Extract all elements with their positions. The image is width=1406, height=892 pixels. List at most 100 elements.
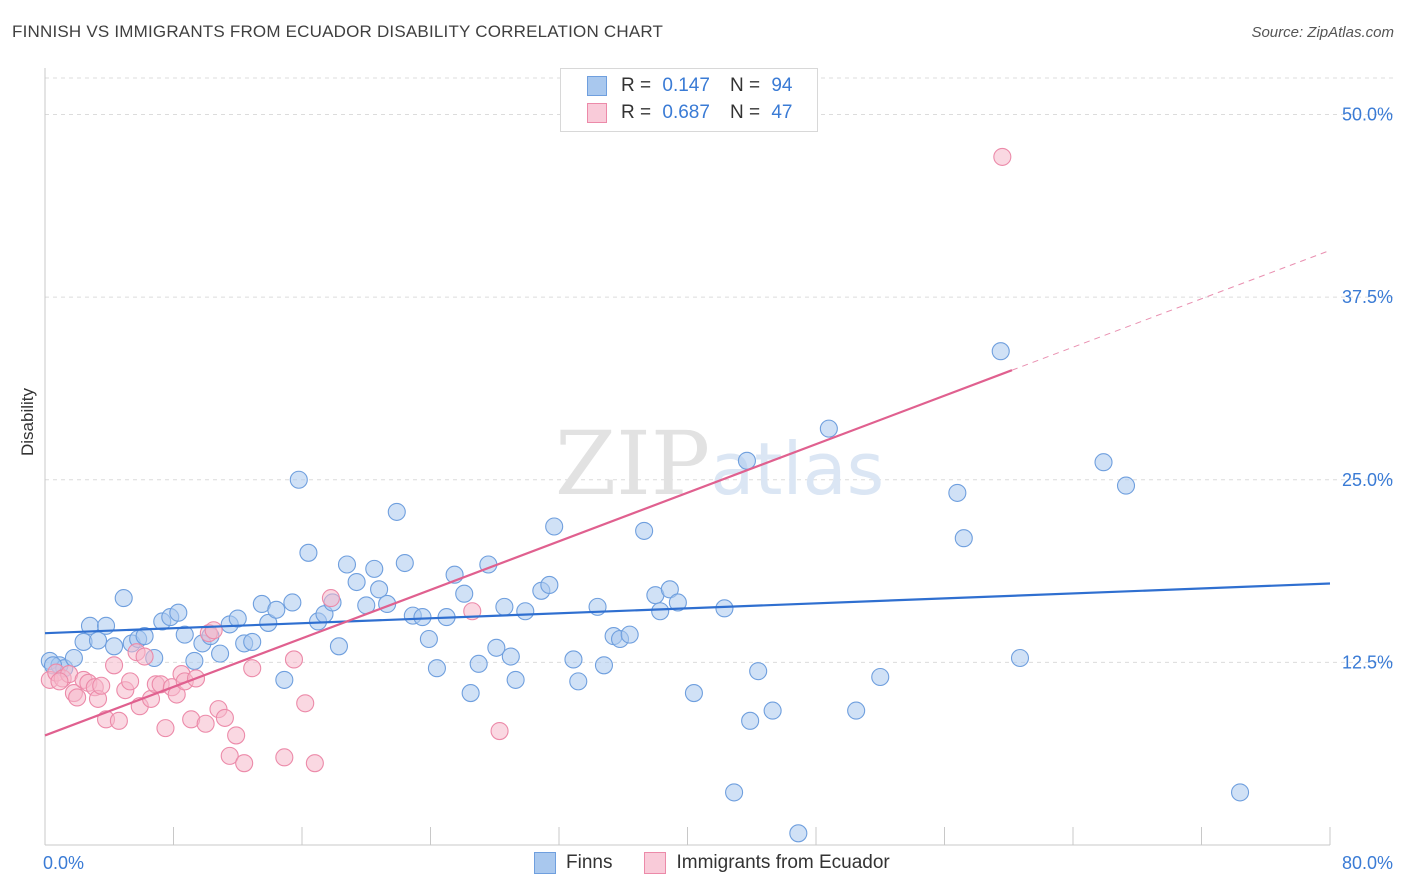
ecuador-point	[68, 688, 87, 707]
finns-point	[427, 659, 446, 678]
series-label-ecuador: Immigrants from Ecuador	[676, 852, 890, 873]
y-axis-label: Disability	[18, 387, 37, 456]
ecuador-point	[284, 650, 304, 669]
ecuador-point	[156, 719, 175, 738]
finns-point	[1010, 648, 1030, 668]
ecuador-point	[321, 589, 340, 608]
finns-point	[455, 584, 474, 603]
finns-point	[819, 419, 838, 438]
finns-point	[684, 684, 703, 703]
ecuador-point	[235, 754, 254, 773]
finns-point	[365, 559, 384, 578]
finns-point	[569, 672, 588, 691]
legend-row-finns: R = 0.147 N = 94	[587, 73, 792, 99]
legend-n-label: N =	[729, 102, 761, 123]
ecuador-point	[243, 659, 262, 678]
finns-point	[725, 783, 744, 802]
finns-point	[564, 650, 583, 669]
legend-row-ecuador: R = 0.687 N = 47	[587, 100, 792, 126]
finns-point	[114, 589, 133, 608]
finns-point	[516, 602, 535, 621]
finns-point	[715, 599, 734, 618]
finns-point	[1116, 476, 1136, 495]
chart-title: FINNISH VS IMMIGRANTS FROM ECUADOR DISAB…	[12, 22, 664, 41]
ecuador-point	[275, 748, 294, 767]
legend-r-label: R =	[621, 75, 652, 96]
finns-point	[283, 593, 302, 612]
series-legend-finns: Finns	[534, 852, 612, 874]
ecuador-point	[204, 621, 223, 640]
finns-point	[347, 572, 366, 592]
ecuador-point	[220, 746, 239, 765]
finns-point	[487, 638, 506, 657]
finns-point	[243, 632, 262, 651]
finns-point	[211, 644, 230, 663]
ecuador-point	[305, 754, 324, 773]
ecuador-point	[135, 647, 154, 666]
finns-point	[1094, 453, 1113, 472]
finns-point	[419, 629, 438, 649]
finns-point	[651, 602, 670, 621]
ecuador-trend-extension	[1011, 249, 1331, 371]
series-swatch-pink	[644, 852, 667, 874]
watermark: ZIPatlas	[555, 412, 884, 515]
chart-source: Source: ZipAtlas.com	[1251, 24, 1394, 41]
finns-point	[329, 637, 348, 656]
legend-swatch-pink	[587, 103, 607, 123]
series-legend-ecuador: Immigrants from Ecuador	[644, 852, 890, 874]
finns-point	[105, 637, 124, 656]
y-tick-label: 12.5%	[1342, 652, 1393, 672]
ecuador-point	[490, 721, 509, 741]
correlation-legend: R = 0.147 N = 94 R = 0.687 N = 47	[560, 68, 818, 132]
finns-point	[635, 521, 654, 540]
y-tick-label: 25.0%	[1342, 470, 1393, 490]
finns-point	[668, 593, 687, 612]
finns-point	[954, 529, 973, 548]
finns-point	[871, 667, 890, 687]
finns-point	[737, 451, 756, 470]
finns-point	[395, 553, 414, 573]
legend-r-label: R =	[621, 102, 652, 123]
finns-point	[991, 342, 1010, 361]
legend-n-value: 47	[771, 102, 793, 123]
finns-point	[169, 603, 188, 622]
finns-point	[594, 656, 614, 675]
finns-point	[461, 684, 480, 703]
finns-point	[540, 575, 559, 595]
ecuador-point	[993, 147, 1012, 166]
finns-point	[228, 609, 247, 628]
finns-point	[506, 670, 525, 689]
finns-point	[175, 625, 194, 644]
y-tick-label: 50.0%	[1342, 105, 1393, 125]
finns-point	[495, 597, 514, 616]
x-tick-label-min: 0.0%	[43, 853, 84, 873]
ecuador-point	[215, 708, 234, 727]
finns-point	[64, 648, 83, 668]
finns-point	[299, 543, 318, 562]
ecuador-point	[109, 711, 128, 730]
ecuador-point	[196, 714, 215, 733]
finns-point	[545, 517, 564, 536]
finns-point	[259, 613, 278, 632]
series-swatch-blue	[534, 852, 556, 874]
y-tick-label: 37.5%	[1342, 287, 1393, 307]
legend-n-label: N =	[729, 75, 761, 96]
finns-point	[387, 502, 406, 521]
finns-point	[501, 647, 520, 666]
finns-point	[275, 670, 294, 689]
series-label-finns: Finns	[566, 852, 613, 873]
finns-point	[370, 580, 389, 599]
finns-point	[267, 600, 286, 619]
ecuador-trend-line	[44, 369, 1013, 737]
x-tick-label-max: 80.0%	[1342, 853, 1393, 873]
finns-point	[763, 701, 782, 720]
ecuador-point	[105, 656, 124, 675]
finns-point	[620, 625, 639, 644]
finns-point	[413, 608, 432, 627]
finns-point	[469, 654, 488, 673]
finns-point	[789, 824, 808, 843]
ecuador-point	[296, 694, 315, 713]
finns-point	[135, 627, 154, 646]
legend-n-value: 94	[771, 75, 793, 96]
